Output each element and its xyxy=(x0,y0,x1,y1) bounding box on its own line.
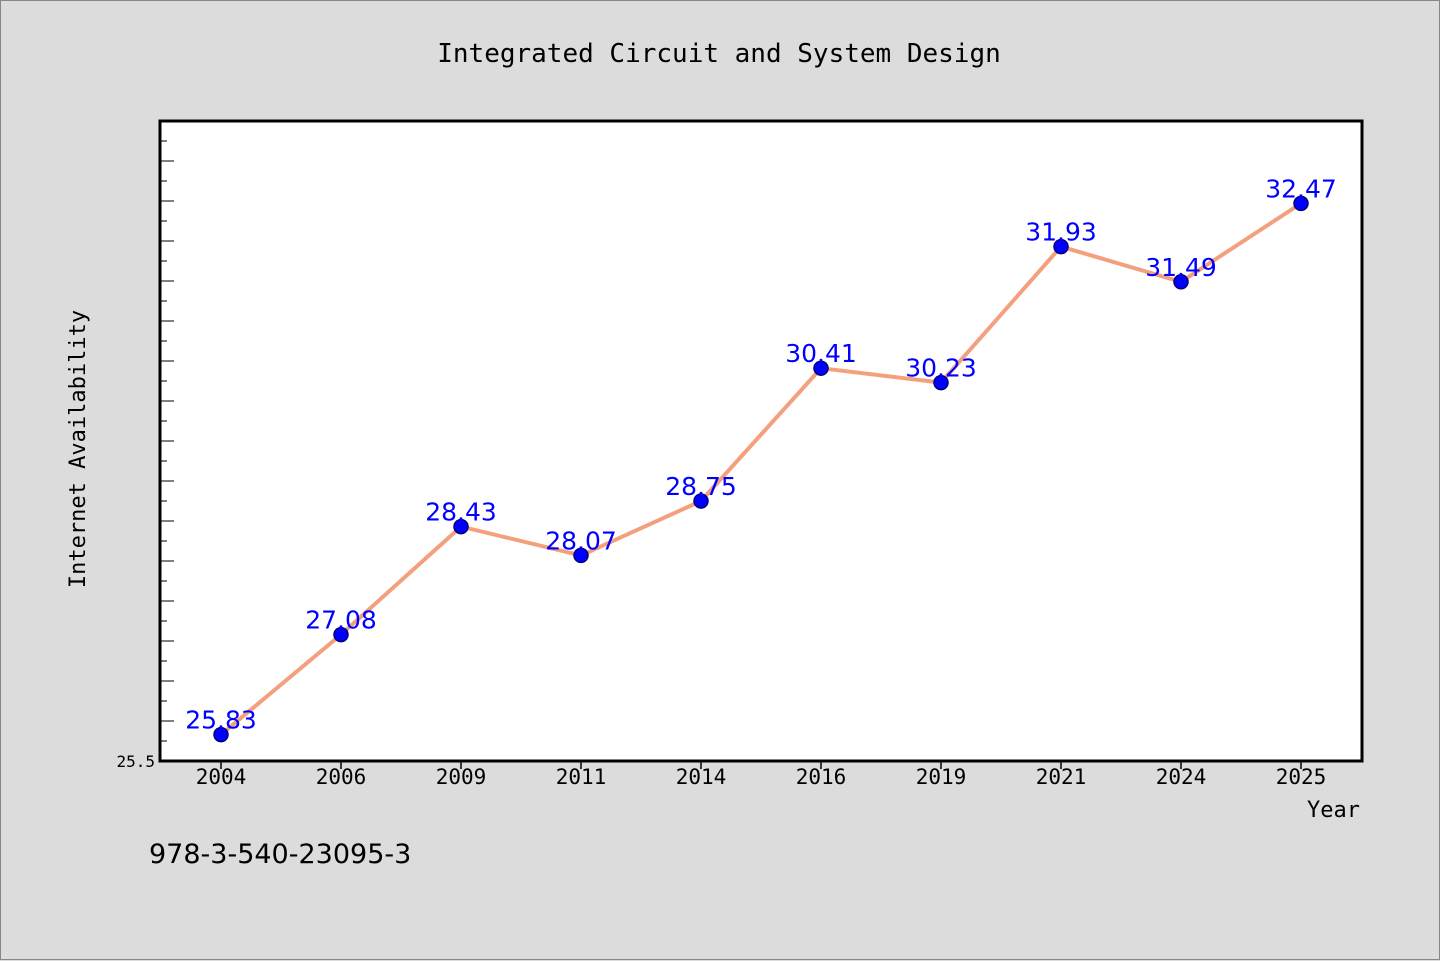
data-label-layer: 25.83 27.08 28.43 28.07 28.75 30.41 30.23 31.93… xyxy=(185,174,1337,734)
data-label: 31.93 xyxy=(1025,218,1097,247)
data-point-marker xyxy=(1173,274,1189,290)
x-tick-label: 2019 xyxy=(916,765,967,789)
series-layer xyxy=(213,195,1309,743)
x-tick-label: 2011 xyxy=(556,765,607,789)
data-label: 28.43 xyxy=(425,498,497,527)
data-label: 25.83 xyxy=(185,706,257,735)
data-point-marker xyxy=(813,360,829,376)
x-axis-ticks: 2004 2006 2009 2011 2014 2016 2019 2021 2024 2025 xyxy=(196,761,1327,789)
data-point-marker xyxy=(333,626,349,643)
data-point-marker xyxy=(453,518,469,535)
chart-title: Integrated Circuit and System Design xyxy=(437,39,1001,69)
x-tick-label: 2024 xyxy=(1156,765,1207,789)
data-point-marker xyxy=(933,374,949,391)
x-tick-label: 2025 xyxy=(1276,765,1327,789)
data-point-marker xyxy=(1053,238,1069,255)
y-tick-label: 25.5 xyxy=(116,752,155,771)
x-axis-label: Year xyxy=(1307,798,1360,823)
data-point-marker xyxy=(213,726,229,743)
x-tick-label: 2014 xyxy=(676,765,727,789)
y-axis-label: Internet Availability xyxy=(66,310,91,588)
data-label: 27.08 xyxy=(305,606,377,635)
data-point-marker xyxy=(573,547,589,564)
data-label: 31.49 xyxy=(1145,253,1217,282)
x-tick-label: 2016 xyxy=(796,765,847,789)
data-point-marker xyxy=(1293,195,1309,212)
isbn-footer-text: 978-3-540-23095-3 xyxy=(149,839,411,870)
data-point-marker xyxy=(693,493,709,509)
series-line xyxy=(219,201,1303,737)
plot-area xyxy=(158,119,1364,763)
x-tick-label: 2021 xyxy=(1036,765,1087,789)
data-label: 32.47 xyxy=(1265,174,1337,203)
data-label: 28.75 xyxy=(665,472,737,501)
data-label: 30.41 xyxy=(785,339,857,368)
data-label: 30.23 xyxy=(905,354,977,383)
x-tick-label: 2009 xyxy=(436,765,487,789)
data-label: 28.07 xyxy=(545,526,617,555)
x-tick-label: 2006 xyxy=(316,765,367,789)
x-tick-label: 2004 xyxy=(196,765,247,789)
y-axis-ticks xyxy=(160,120,174,762)
